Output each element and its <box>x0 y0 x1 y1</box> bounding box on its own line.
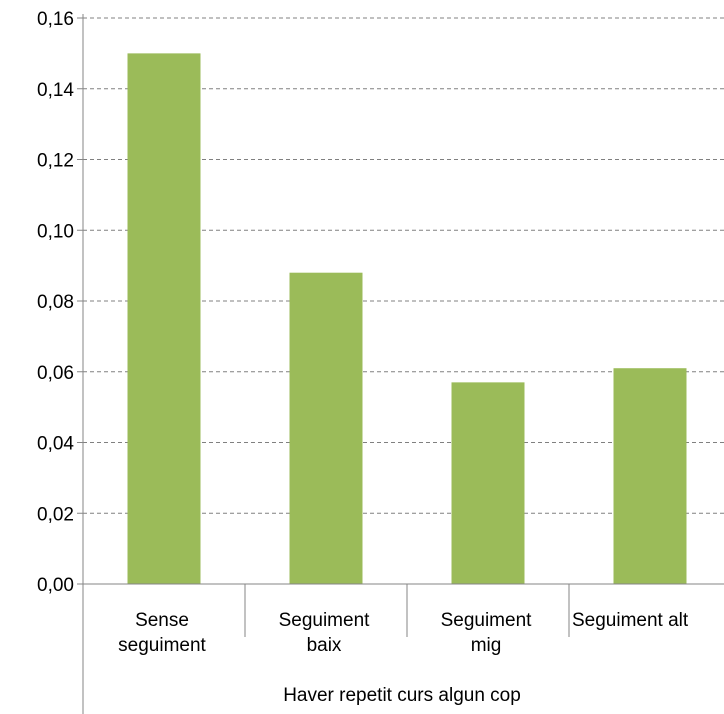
y-tick-label: 0,14 <box>37 80 74 101</box>
group-label: Haver repetit curs algun cop <box>283 685 521 706</box>
category-label: Sense seguiment <box>118 610 206 656</box>
y-tick-label: 0,06 <box>37 363 74 384</box>
category-label: Seguiment mig <box>441 610 533 656</box>
category-label: Seguiment baix <box>279 610 371 656</box>
bar <box>127 53 201 584</box>
y-tick-label: 0,08 <box>37 292 74 313</box>
y-tick-label: 0,12 <box>37 151 74 172</box>
bar <box>289 272 363 584</box>
bar <box>613 368 687 584</box>
category-label: Seguiment alt <box>572 610 689 631</box>
y-tick-label: 0,10 <box>37 221 74 242</box>
y-tick-label: 0,00 <box>37 575 74 596</box>
axes <box>77 14 724 714</box>
y-tick-label: 0,04 <box>37 434 74 455</box>
y-tick-label: 0,16 <box>37 9 74 30</box>
bars <box>127 53 687 584</box>
y-tick-labels: 0,00 0,02 0,04 0,06 0,08 0,10 0,12 0,14 0,16 <box>37 9 74 596</box>
y-tick-label: 0,02 <box>37 504 74 525</box>
category-labels: Sense seguiment Seguiment baix Seguiment mig S… <box>118 610 689 656</box>
bar <box>451 382 525 584</box>
